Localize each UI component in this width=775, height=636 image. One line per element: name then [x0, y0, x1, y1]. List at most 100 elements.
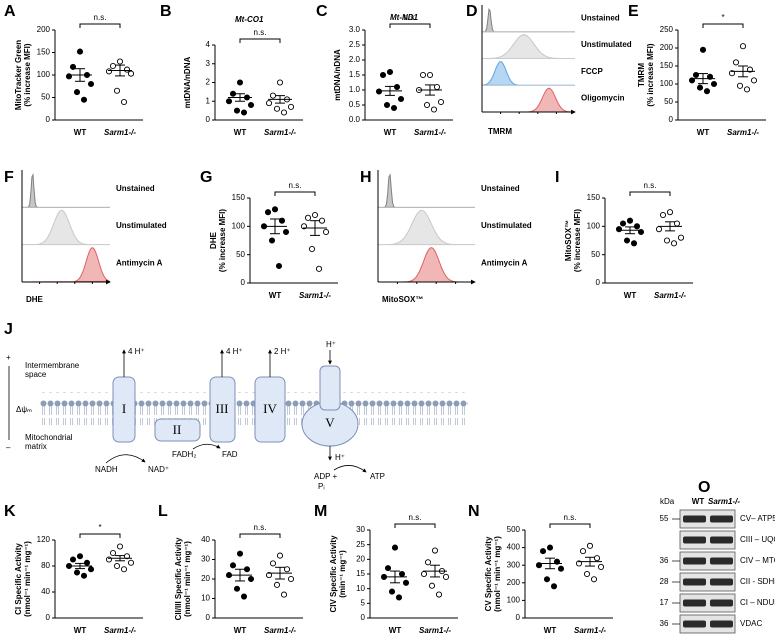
y-tick-label: 400: [507, 543, 521, 552]
data-point: [265, 572, 273, 579]
data-point: [402, 579, 410, 586]
histogram: [481, 7, 575, 33]
data-point: [105, 68, 113, 75]
data-point: [243, 566, 251, 573]
significance-bracket: [702, 23, 744, 28]
potential: Δψₘ: [16, 405, 32, 414]
panel-title: Mt-CO1: [235, 15, 264, 24]
proton: H⁺: [335, 453, 345, 462]
significance: *: [721, 13, 724, 22]
band: [683, 515, 706, 523]
data-point: [623, 237, 631, 244]
x-tick-label: WT: [389, 626, 402, 635]
data-point: [630, 240, 638, 247]
significance: n.s.: [289, 181, 302, 190]
lane-label: WT: [692, 497, 705, 506]
y-tick-label: 500: [507, 525, 521, 534]
data-point: [233, 107, 241, 114]
y-axis-label: TMRM: [637, 63, 646, 87]
data-point: [375, 88, 383, 95]
y-axis-label: CI Specific Activity: [14, 543, 23, 615]
substrate: FADH₂: [172, 450, 196, 459]
complex: [209, 376, 236, 443]
data-point: [264, 209, 272, 216]
panel-letter: O: [698, 479, 710, 496]
panel-letter: E: [628, 3, 639, 20]
significance: n.s.: [254, 523, 267, 532]
y-axis-label: (min⁻¹ mg⁻¹): [338, 550, 347, 598]
data-point: [282, 228, 290, 236]
y-tick-label: 200: [660, 43, 674, 52]
y-tick-label: 1: [206, 96, 211, 105]
y-tick-label: 100: [37, 70, 51, 79]
data-point: [431, 547, 439, 554]
data-point: [586, 542, 594, 549]
data-point: [113, 562, 121, 570]
data-point: [597, 563, 605, 571]
significance-bracket: [79, 23, 121, 28]
data-point: [615, 226, 623, 233]
panel-letter: G: [200, 169, 212, 186]
data-point: [420, 570, 428, 578]
y-tick-label: 50: [236, 250, 245, 259]
membrane: [40, 392, 468, 425]
data-point: [428, 582, 436, 589]
y-axis-label: MitoTracker Green: [14, 40, 23, 110]
y-axis-label: CV Specific Activity: [484, 536, 493, 611]
y-tick-label: 250: [660, 25, 674, 34]
data-point: [384, 565, 392, 572]
data-point: [229, 90, 237, 97]
y-tick-label: 30: [356, 525, 365, 534]
substrate: ADP +: [314, 472, 338, 481]
data-point: [743, 86, 751, 93]
data-point: [278, 217, 286, 224]
label: Mitochondrial: [25, 433, 73, 442]
x-tick-label: Sarm1-/-: [299, 291, 331, 300]
y-tick-label: 40: [41, 587, 50, 596]
significance-bracket: [549, 523, 591, 528]
data-point: [557, 565, 565, 572]
arrow: [192, 443, 221, 450]
marker-label: 55: [660, 514, 669, 523]
panel-letter: F: [4, 169, 14, 186]
data-point: [287, 103, 295, 110]
x-tick-label: Sarm1-/-: [104, 128, 136, 137]
y-axis-label: (nmol⁻¹ min⁻¹ mg⁻¹): [493, 536, 502, 612]
data-point: [550, 583, 558, 590]
y-axis-label: (% increase MFI): [646, 43, 655, 106]
complex-label: II: [173, 422, 182, 437]
row-label: Unstained: [116, 184, 155, 193]
data-point: [269, 560, 277, 567]
band: [710, 599, 733, 607]
complex-label: I: [122, 401, 126, 416]
complex: [319, 365, 341, 411]
y-tick-label: 0: [206, 115, 211, 124]
data-point: [619, 220, 627, 227]
significance-bracket: [389, 23, 431, 28]
label: Intermembrane: [25, 361, 80, 370]
band-label: CV– ATP5A: [740, 514, 775, 523]
data-point: [430, 106, 438, 113]
data-point: [271, 206, 279, 213]
data-point: [275, 262, 283, 270]
data-point: [424, 559, 432, 566]
data-point: [546, 544, 554, 551]
y-tick-label: 50: [664, 97, 673, 106]
panel-letter: J: [4, 321, 13, 338]
row-label: FCCP: [581, 67, 603, 76]
substrate: NADH: [95, 465, 118, 474]
significance-bracket: [239, 533, 281, 538]
band: [710, 536, 733, 544]
panel-letter: M: [314, 503, 327, 520]
data-point: [265, 100, 273, 107]
data-point: [80, 572, 88, 579]
histogram: [481, 60, 575, 86]
x-tick-label: WT: [234, 128, 247, 137]
x-tick-label: WT: [74, 626, 87, 635]
x-tick-label: WT: [544, 626, 557, 635]
data-point: [666, 209, 674, 216]
significance-bracket: [239, 38, 281, 43]
data-point: [229, 562, 237, 569]
data-point: [442, 573, 450, 580]
data-point: [116, 58, 124, 65]
